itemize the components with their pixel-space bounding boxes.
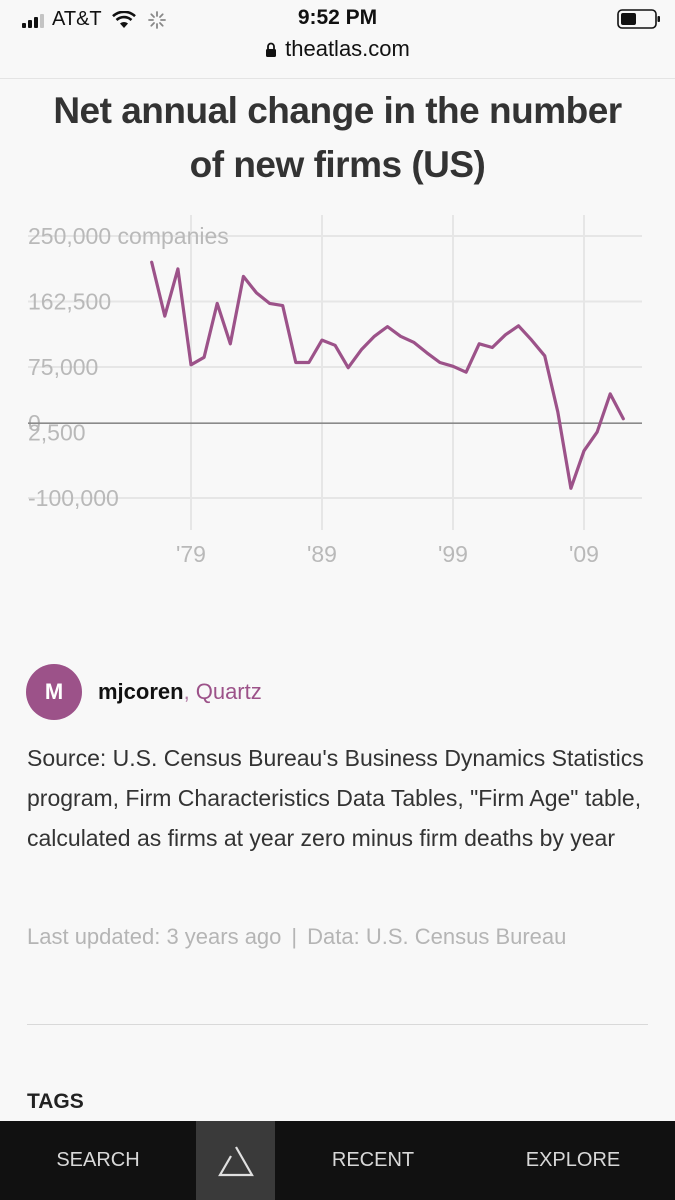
y-tick-label: 162,500 [28,289,111,315]
nav-home-button[interactable] [196,1121,275,1200]
x-tick-label: '79 [176,541,206,567]
address-bar[interactable]: theatlas.com [0,36,675,62]
x-tick-label: '09 [569,541,599,567]
status-left: AT&T [22,8,166,31]
divider [27,1024,648,1025]
y-tick-label: 75,000 [28,354,98,380]
x-tick-label: '99 [438,541,468,567]
author-byline: M mjcoren, Quartz [26,664,262,720]
url-text: theatlas.com [285,36,410,61]
wifi-icon [111,10,136,28]
chart-title-line-1: Net annual change in the number [53,90,622,131]
meta-info: Last updated: 3 years ago | Data: U.S. Cen… [27,924,566,950]
nav-explore-label: EXPLORE [525,1149,621,1171]
nav-explore-button[interactable]: EXPLORE [471,1121,675,1200]
nav-search-label: SEARCH [56,1149,140,1171]
lock-icon [266,42,277,57]
chart-title: Net annual change in the number of new f… [20,84,655,192]
chart-title-line-2: of new firms (US) [189,144,486,185]
battery-icon [617,9,660,29]
y-tick-label: 250,000 companies [28,223,229,249]
status-bar: AT&T 9:52 PM theatlas [0,0,675,79]
nav-search-button[interactable]: SEARCH [0,1121,196,1200]
atlas-logo-icon [217,1145,254,1176]
avatar[interactable]: M [26,664,82,720]
loading-spinner-icon [147,10,166,29]
bottom-navigation: SEARCH RECENT EXPLORE [0,1121,675,1200]
source-description: Source: U.S. Census Bureau's Business Dy… [27,745,644,851]
data-source[interactable]: Data: U.S. Census Bureau [307,924,567,949]
meta-separator: | [291,924,298,949]
y-tick-label: -100,000 [28,485,119,511]
author-name[interactable]: mjcoren [98,679,184,704]
series-line [150,260,625,490]
clock: 9:52 PM [297,6,378,29]
line-chart: 250,000 companies162,50075,00002,500-100… [28,215,642,567]
signal-strength-icon [22,12,44,28]
tags-heading: TAGS [27,1090,84,1113]
nav-recent-label: RECENT [331,1149,415,1171]
author-organization[interactable]: Quartz [195,679,262,704]
x-tick-label: '89 [307,541,337,567]
author-separator: , [183,679,190,704]
nav-recent-button[interactable]: RECENT [275,1121,471,1200]
last-updated: Last updated: 3 years ago [27,924,282,949]
carrier-label: AT&T [52,8,102,30]
